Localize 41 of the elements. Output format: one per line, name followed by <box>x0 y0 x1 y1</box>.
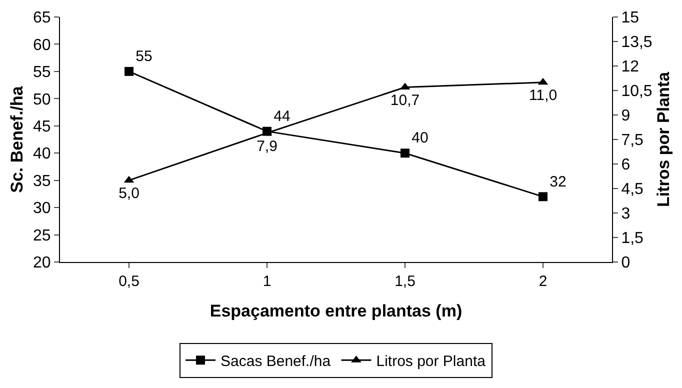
data-label: 40 <box>412 130 428 147</box>
y-tick-label: 65 <box>33 10 51 27</box>
legend-label: Litros por Planta <box>376 352 486 370</box>
point <box>538 192 548 202</box>
data-label: 55 <box>136 48 152 66</box>
x-tick-label: 0,5 <box>118 273 140 290</box>
y2-tick-label: 0 <box>621 254 630 272</box>
legend-label: Sacas Benef./ha <box>220 352 332 370</box>
data-label: 11,0 <box>528 87 558 104</box>
y-tick-label: 35 <box>33 172 51 190</box>
y-axis-title: Sc. Benef./ha <box>8 86 27 193</box>
y2-tick-label: 9 <box>621 108 630 125</box>
y2-axis-title: Litros por Planta <box>654 71 673 208</box>
data-label: 5,0 <box>118 185 140 202</box>
y2-tick-label: 15 <box>621 10 640 27</box>
y-tick-label: 20 <box>33 254 51 272</box>
y2-tick-label: 3 <box>621 206 630 223</box>
data-label: 10,7 <box>390 92 420 110</box>
point <box>400 148 410 158</box>
y2-tick-label: 10,5 <box>621 83 652 100</box>
data-label: 44 <box>274 108 290 125</box>
x-axis-title: Espaçamento entre plantas (m) <box>210 301 462 320</box>
y-tick-label: 60 <box>33 36 51 54</box>
y2-tick-label: 13,5 <box>621 34 652 52</box>
y2-tick-label: 1,5 <box>621 230 644 248</box>
y2-tick-label: 6 <box>621 156 630 174</box>
x-tick-label: 1 <box>262 273 272 290</box>
y-tick-label: 45 <box>33 118 51 136</box>
y2-tick-label: 4,5 <box>621 181 644 198</box>
point <box>124 66 134 76</box>
y-tick-label: 50 <box>33 91 51 108</box>
y2-tick-label: 7,5 <box>621 132 644 150</box>
x-tick-label: 2 <box>538 273 548 290</box>
data-label: 7,9 <box>256 138 278 155</box>
y-tick-label: 30 <box>33 200 51 218</box>
y2-tick-label: 12 <box>621 58 640 76</box>
y-tick-label: 25 <box>33 227 51 244</box>
x-tick-label: 1,5 <box>394 273 416 290</box>
y-tick-label: 40 <box>33 146 51 163</box>
data-label: 32 <box>550 173 566 190</box>
y-tick-label: 55 <box>33 64 51 82</box>
